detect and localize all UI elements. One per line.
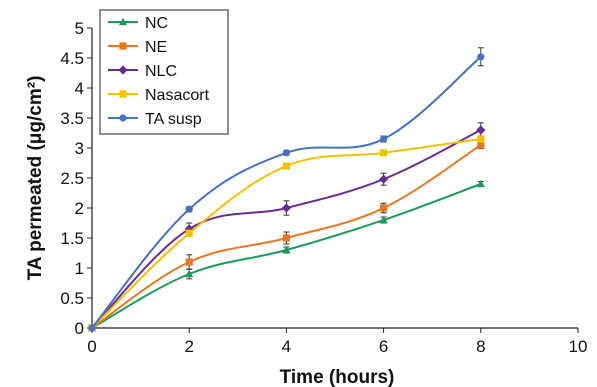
legend-label: NE bbox=[145, 39, 167, 56]
y-tick-label: 1 bbox=[75, 259, 84, 278]
legend: NC NE NLC Nasacort TA susp bbox=[99, 9, 229, 135]
series-nc bbox=[87, 179, 485, 332]
data-point-ne bbox=[282, 234, 290, 242]
legend-item-nc: NC bbox=[108, 15, 168, 32]
data-point-nc bbox=[185, 269, 194, 278]
y-tick-label: 5 bbox=[75, 19, 84, 38]
data-point-nlc bbox=[379, 174, 389, 184]
data-point-ta-susp bbox=[185, 205, 193, 213]
y-tick-label: 3.5 bbox=[60, 109, 84, 128]
series-layer bbox=[87, 47, 486, 333]
series-ne bbox=[88, 140, 485, 332]
y-tick-label: 2 bbox=[75, 199, 84, 218]
legend-label: Nasacort bbox=[145, 87, 210, 104]
legend-item-nasacort: Nasacort bbox=[108, 87, 210, 104]
data-point-nasacort bbox=[477, 135, 485, 143]
data-point-nc bbox=[379, 215, 388, 224]
y-axis-title: TA permeated (μg/cm²) bbox=[25, 76, 46, 281]
legend-item-ta-susp: TA susp bbox=[108, 111, 202, 128]
data-point-nc bbox=[476, 179, 485, 188]
data-point-ta-susp bbox=[380, 135, 388, 143]
y-tick-label: 0 bbox=[75, 319, 84, 338]
legend-swatch-marker bbox=[119, 42, 127, 50]
data-point-ta-susp bbox=[282, 149, 290, 157]
legend-label: NLC bbox=[145, 63, 177, 80]
x-tick-label: 2 bbox=[184, 337, 193, 356]
legend-swatch-marker bbox=[119, 114, 127, 122]
series-line-nlc bbox=[91, 129, 482, 329]
legend-item-ne: NE bbox=[108, 39, 167, 56]
legend-label: NC bbox=[145, 15, 168, 32]
x-tick-label: 6 bbox=[379, 337, 388, 356]
data-point-nasacort bbox=[282, 162, 290, 170]
axes: 0 0.5 1 1.5 2 2.5 3 3.5 4 4.5 5 0 2 4 6 8 10 bbox=[60, 19, 587, 356]
data-point-ne bbox=[477, 141, 485, 149]
data-point-nlc bbox=[476, 125, 486, 135]
series-ta-susp bbox=[88, 47, 485, 332]
data-point-nc bbox=[282, 245, 291, 254]
legend-swatch-marker bbox=[118, 65, 128, 75]
data-point-nasacort bbox=[380, 149, 388, 157]
legend-label: TA susp bbox=[145, 111, 202, 128]
y-tick-label: 1.5 bbox=[60, 229, 84, 248]
y-tick-label: 0.5 bbox=[60, 289, 84, 308]
x-tick-label: 0 bbox=[87, 337, 96, 356]
data-point-nasacort bbox=[185, 229, 193, 237]
data-point-ta-susp bbox=[477, 53, 485, 61]
data-point-nlc bbox=[281, 203, 291, 213]
data-point-ne bbox=[380, 204, 388, 212]
data-point-ne bbox=[185, 258, 193, 266]
y-tick-label: 4 bbox=[75, 79, 84, 98]
x-tick-label: 10 bbox=[569, 337, 588, 356]
x-tick-label: 4 bbox=[282, 337, 291, 356]
x-tick-label: 8 bbox=[476, 337, 485, 356]
x-axis-title: Time (hours) bbox=[280, 367, 395, 387]
legend-item-nlc: NLC bbox=[108, 63, 177, 80]
y-tick-label: 2.5 bbox=[60, 169, 84, 188]
y-tick-label: 3 bbox=[75, 139, 84, 158]
legend-swatch-marker bbox=[118, 17, 128, 26]
legend-swatch-marker bbox=[119, 90, 127, 98]
data-point-ta-susp bbox=[88, 324, 96, 332]
y-tick-label: 4.5 bbox=[60, 49, 84, 68]
